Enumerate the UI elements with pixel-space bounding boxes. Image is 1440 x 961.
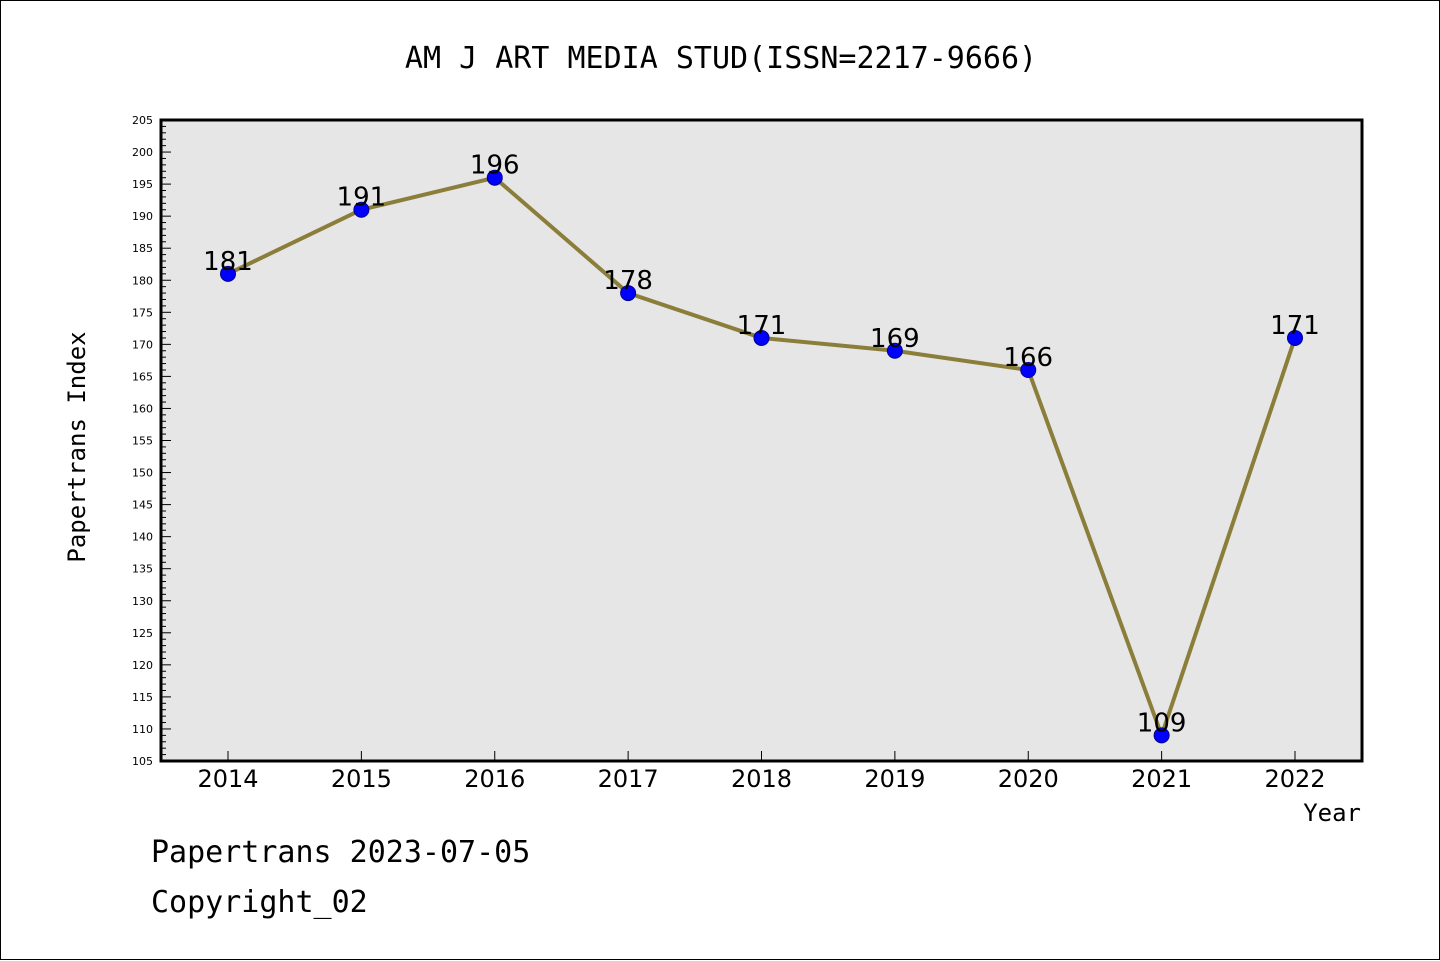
x-axis: 2014 2015 2016 2017 2018 2019 2020 2021 2022	[197, 751, 1326, 793]
y-tick-label: 190	[132, 210, 153, 223]
data-point	[220, 265, 236, 282]
y-tick-label: 200	[132, 146, 153, 159]
y-tick-label: 105	[132, 755, 153, 768]
y-tick-label: 205	[132, 114, 153, 127]
data-label: 191	[337, 183, 387, 213]
y-tick-label: 165	[132, 370, 153, 383]
data-label: 196	[470, 151, 520, 181]
footer-copyright-line: Copyright_02	[151, 885, 368, 920]
y-tick-label: 175	[132, 306, 153, 319]
y-tick-label: 150	[132, 467, 153, 480]
x-tick-label: 2018	[731, 765, 792, 793]
y-tick-label: 170	[132, 338, 153, 351]
x-tick-label: 2015	[331, 765, 392, 793]
y-tick-label: 160	[132, 402, 153, 415]
data-label: 181	[203, 247, 253, 277]
data-label: 169	[870, 324, 920, 354]
data-point	[1020, 361, 1037, 378]
data-point	[486, 169, 503, 186]
chart-title: AM J ART MEDIA STUD(ISSN=2217-9666)	[405, 41, 1037, 76]
y-tick-label: 110	[132, 723, 153, 736]
x-tick-label: 2019	[864, 765, 925, 793]
data-labels-layer: 181 191 196 178 171 169 166 109 171	[203, 151, 1320, 739]
data-points-layer	[220, 169, 1303, 744]
data-point	[1153, 727, 1170, 744]
data-label: 109	[1137, 708, 1187, 738]
data-point	[886, 342, 903, 359]
x-tick-label: 2014	[197, 765, 258, 793]
footer-date-line: Papertrans 2023-07-05	[151, 835, 531, 870]
y-tick-label: 140	[132, 531, 153, 544]
y-tick-label: 180	[132, 274, 153, 287]
data-point	[1287, 329, 1303, 346]
y-tick-label: 155	[132, 435, 153, 448]
data-point	[753, 329, 770, 346]
y-tick-label: 195	[132, 178, 153, 191]
y-tick-label: 115	[132, 691, 153, 704]
data-label: 171	[737, 311, 787, 341]
x-tick-label: 2017	[598, 765, 659, 793]
data-point	[353, 201, 370, 218]
y-axis-title: Papertrans Index	[63, 331, 91, 562]
y-tick-label: 120	[132, 659, 153, 672]
x-tick-label: 2021	[1131, 765, 1192, 793]
y-tick-label: 185	[132, 242, 153, 255]
y-tick-label: 125	[132, 627, 153, 640]
y-axis: 105 110 115 120 125 130 135 140 145 150 155 160 165 1…	[132, 114, 171, 768]
data-label: 171	[1270, 311, 1320, 341]
data-label: 166	[1003, 343, 1053, 373]
x-tick-label: 2022	[1264, 765, 1325, 793]
data-label: 178	[603, 266, 653, 296]
y-tick-label: 130	[132, 595, 153, 608]
x-axis-title: Year	[1303, 799, 1361, 827]
plot-area	[159, 118, 1364, 763]
x-tick-label: 2016	[464, 765, 525, 793]
y-tick-label: 145	[132, 499, 153, 512]
y-tick-label: 135	[132, 563, 153, 576]
data-point	[620, 285, 637, 302]
x-tick-label: 2020	[998, 765, 1059, 793]
